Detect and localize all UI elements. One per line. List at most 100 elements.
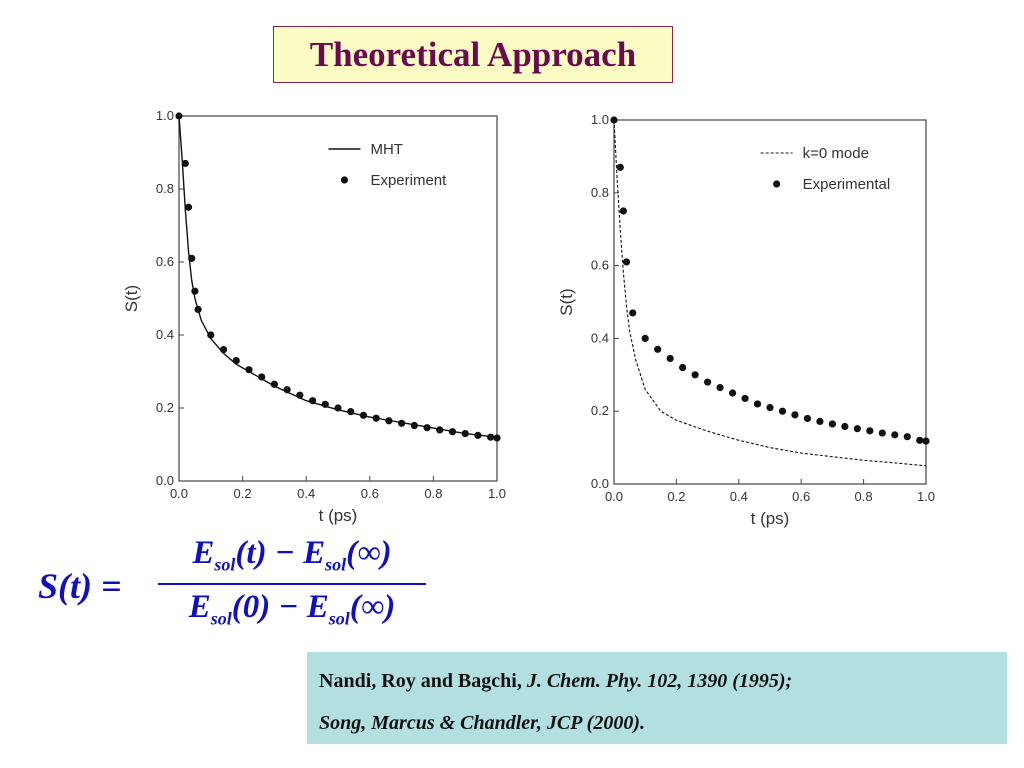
data-point [423, 424, 431, 432]
x-tick-label: 0.4 [297, 486, 315, 501]
data-point [691, 371, 699, 379]
data-point [916, 436, 924, 444]
data-point [728, 389, 737, 397]
data-point [753, 400, 762, 408]
slide-title-box: Theoretical Approach [273, 26, 673, 83]
x-tick-label: 0.6 [792, 489, 810, 504]
legend-marker [340, 176, 349, 184]
y-axis-label: S(t) [122, 285, 141, 312]
data-point [436, 426, 444, 434]
data-point [791, 411, 799, 419]
x-tick-label: 0.8 [424, 486, 442, 501]
x-tick-label: 0.0 [170, 486, 188, 501]
data-point [410, 421, 418, 430]
x-axis-label: t (ps) [751, 509, 790, 528]
data-point [474, 431, 482, 439]
formula-denominator: Esol(0) − Esol(∞) [188, 589, 396, 629]
data-point [219, 346, 228, 354]
y-tick-label: 0.8 [591, 185, 609, 200]
legend-label: k=0 mode [803, 145, 869, 162]
data-point [385, 417, 393, 425]
x-tick-label: 1.0 [917, 489, 935, 504]
data-point [654, 345, 662, 353]
data-point [619, 207, 627, 215]
data-point [184, 203, 193, 211]
data-point [622, 258, 631, 266]
reference-journal: J. Chem. Phy. 102, 1390 (1995); [526, 670, 793, 692]
y-tick-label: 0.4 [156, 327, 174, 342]
data-point [493, 434, 501, 442]
data-point [296, 391, 304, 399]
data-point [766, 403, 774, 412]
data-point [321, 400, 329, 408]
data-point [191, 287, 199, 295]
data-point [245, 366, 253, 374]
data-point [803, 414, 812, 423]
data-point [398, 419, 406, 427]
formula-fraction-bar [158, 583, 426, 585]
data-point [610, 116, 618, 124]
legend-label: Experimental [803, 176, 891, 193]
legend-label: Experiment [370, 172, 447, 189]
data-point [828, 420, 837, 428]
formula-lhs: S(t) = [38, 566, 122, 606]
data-point [372, 414, 380, 422]
data-point [270, 380, 278, 388]
y-axis-label: S(t) [557, 288, 576, 315]
y-tick-label: 0.6 [591, 258, 609, 273]
data-point [487, 433, 495, 441]
data-point [878, 429, 886, 437]
data-point [188, 254, 196, 262]
x-tick-label: 0.6 [361, 486, 379, 501]
y-tick-label: 0.6 [156, 254, 174, 269]
data-point [347, 408, 355, 416]
x-tick-label: 0.8 [855, 489, 873, 504]
x-tick-label: 0.2 [234, 486, 252, 501]
data-point [258, 373, 266, 381]
data-point [175, 112, 183, 120]
data-point [448, 428, 457, 436]
data-point [629, 309, 637, 317]
y-tick-label: 0.2 [591, 403, 609, 418]
data-point [461, 429, 469, 438]
x-tick-label: 0.4 [730, 489, 748, 504]
x-tick-label: 0.2 [667, 489, 685, 504]
reference-authors: Nandi, Roy and Bagchi, [319, 670, 522, 692]
y-tick-label: 1.0 [591, 112, 609, 127]
x-tick-label: 0.0 [605, 489, 623, 504]
legend-marker [773, 180, 781, 188]
y-tick-label: 0.4 [591, 330, 609, 345]
y-tick-label: 0.8 [156, 181, 174, 196]
reference-line-1: Nandi, Roy and Bagchi, J. Chem. Phy. 102… [319, 660, 995, 702]
data-point [283, 386, 291, 394]
data-point [194, 305, 202, 314]
data-point [891, 431, 899, 439]
data-point [716, 383, 724, 392]
data-point [853, 425, 861, 433]
data-point [778, 407, 787, 415]
y-tick-label: 0.0 [156, 473, 174, 488]
data-point [741, 394, 749, 403]
data-point [903, 433, 911, 441]
data-point [232, 356, 240, 365]
formula-numerator: Esol(t) − Esol(∞) [192, 535, 392, 575]
data-point [704, 378, 712, 386]
x-tick-label: 1.0 [488, 486, 506, 501]
plot-frame [178, 115, 498, 482]
data-point [181, 159, 189, 168]
data-point [334, 404, 342, 412]
data-point [841, 422, 849, 431]
data-point [641, 334, 649, 342]
x-axis-label: t (ps) [319, 506, 358, 525]
data-point [866, 427, 874, 435]
plot-frame [613, 119, 927, 485]
data-point [666, 354, 674, 363]
data-point [922, 437, 930, 445]
reference-line-2: Song, Marcus & Chandler, JCP (2000). [319, 712, 645, 734]
slide-title: Theoretical Approach [309, 34, 637, 74]
data-point [308, 397, 317, 405]
data-point [679, 363, 687, 372]
reference-box: Nandi, Roy and Bagchi, J. Chem. Phy. 102… [307, 652, 1007, 744]
